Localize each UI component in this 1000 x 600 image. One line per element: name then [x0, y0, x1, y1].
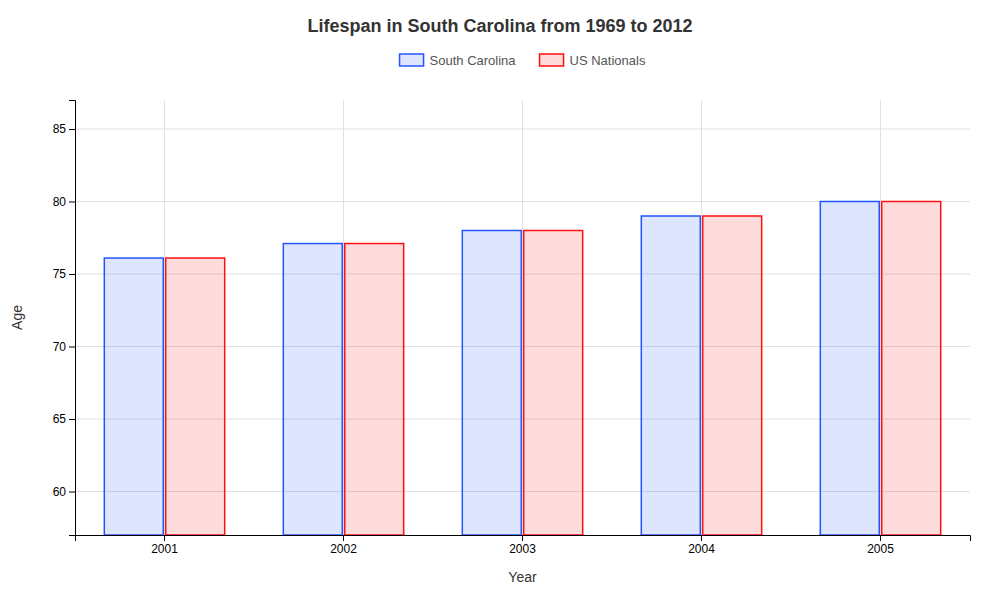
plot: 60 65 70 75 80 85 2001 2002 2003 2004 2005 [53, 100, 971, 556]
tick-label: 2003 [509, 542, 536, 556]
legend-label: US Nationals [570, 53, 646, 68]
x-axis-title: Year [508, 569, 537, 585]
tick-mark [880, 535, 881, 541]
tick: 2004 [688, 535, 715, 556]
tick-mark [164, 535, 165, 541]
title: Lifespan in South Carolina from 1969 to … [307, 16, 692, 36]
y-axis: 60 65 70 75 80 85 [53, 101, 76, 536]
tick-mark [343, 535, 344, 541]
legend-swatch [540, 54, 564, 66]
bar [104, 258, 163, 535]
tick-mark [69, 347, 75, 348]
grid-line [343, 100, 344, 535]
bar [524, 231, 583, 536]
tick-label: 65 [53, 412, 67, 426]
grid-line [880, 100, 881, 535]
legend-item: US Nationals [540, 53, 646, 68]
tick-mark [522, 535, 523, 541]
bar [641, 216, 700, 535]
tick-mark [701, 535, 702, 541]
bar [345, 244, 404, 535]
tick: 60 [53, 485, 75, 499]
bar-series [104, 202, 879, 536]
grid [75, 100, 970, 535]
bar [166, 258, 225, 535]
tick-label: 60 [53, 485, 67, 499]
tick-mark [69, 419, 75, 420]
x-axis: 2001 2002 2003 2004 2005 [76, 535, 971, 556]
bar [820, 202, 879, 536]
tick: 75 [53, 267, 75, 281]
legend-item: South Carolina [400, 53, 517, 68]
tick: 80 [53, 195, 75, 209]
tick-label: 2005 [867, 542, 894, 556]
axis-line [76, 536, 971, 542]
tick-mark [69, 274, 75, 275]
grid-line [701, 100, 702, 535]
tick: 2005 [867, 535, 894, 556]
tick-mark [69, 492, 75, 493]
legend-label: South Carolina [430, 53, 517, 68]
tick-label: 2004 [688, 542, 715, 556]
tick-label: 75 [53, 267, 67, 281]
chart: 60 65 70 75 80 85 2001 2002 2003 2004 2005 Year Age L… [0, 0, 1000, 600]
tick: 2002 [330, 535, 357, 556]
legend-swatch [400, 54, 424, 66]
tick-label: 2002 [330, 542, 357, 556]
tick-mark [69, 129, 75, 130]
tick: 65 [53, 412, 75, 426]
bars [104, 202, 940, 536]
y-axis-title: Age [9, 305, 25, 330]
tick: 70 [53, 340, 75, 354]
bar [703, 216, 762, 535]
tick-label: 70 [53, 340, 67, 354]
tick-label: 85 [53, 122, 67, 136]
axis-line [69, 101, 76, 536]
bar [283, 244, 342, 535]
grid-line [522, 100, 523, 535]
tick-label: 2001 [151, 542, 178, 556]
grid-line [164, 100, 165, 535]
tick: 85 [53, 122, 75, 136]
bar [882, 202, 941, 536]
bar-series [166, 202, 941, 536]
tick-mark [69, 202, 75, 203]
legend: South Carolina US Nationals [400, 53, 646, 68]
bar [462, 231, 521, 536]
tick-label: 80 [53, 195, 67, 209]
tick: 2003 [509, 535, 536, 556]
tick: 2001 [151, 535, 178, 556]
